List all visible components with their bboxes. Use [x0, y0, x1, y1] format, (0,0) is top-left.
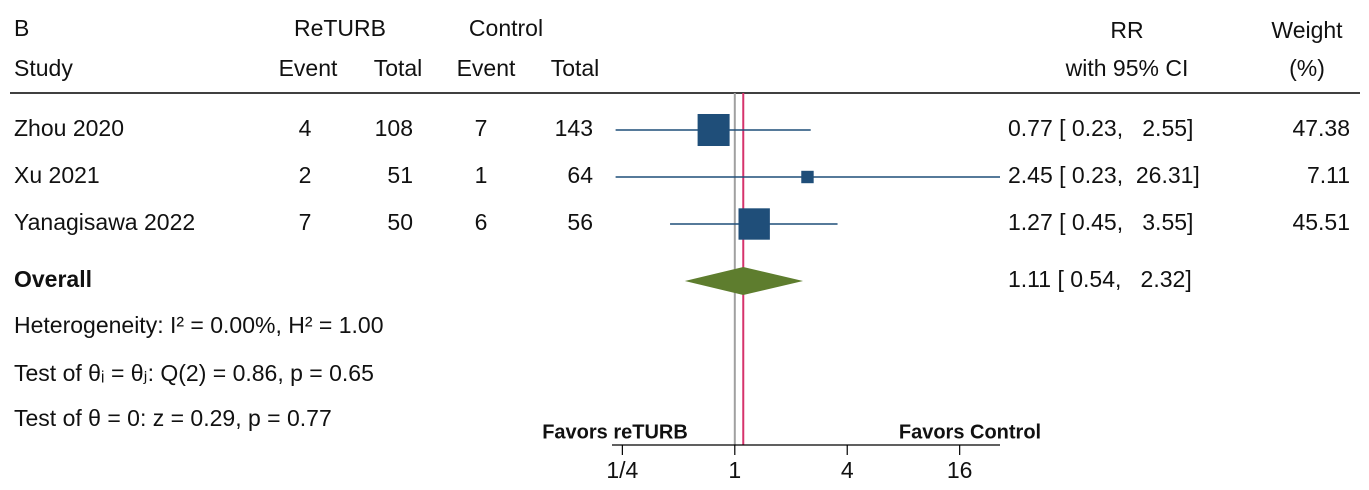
- event-count: 7: [299, 209, 312, 235]
- column-header: Total: [551, 55, 600, 81]
- overall-name: Overall: [14, 266, 92, 292]
- total-count: 51: [387, 162, 413, 188]
- ci-label: 1.11 [ 0.54, 2.32]: [1008, 266, 1192, 292]
- test-effect: Test of θ = 0: z = 0.29, p = 0.77: [14, 405, 332, 431]
- total-count: 64: [567, 162, 593, 188]
- study-square: [738, 208, 770, 240]
- study-name: Xu 2021: [14, 162, 100, 188]
- total-count: 50: [387, 209, 413, 235]
- favors-left: Favors reTURB: [542, 421, 688, 443]
- panel-label: B: [14, 15, 29, 41]
- study-square: [697, 113, 730, 147]
- study-header: Study: [14, 55, 73, 81]
- x-tick-label: 4: [841, 457, 854, 483]
- event-count: 6: [475, 209, 488, 235]
- x-tick-label: 1/4: [606, 457, 638, 483]
- x-tick-label: 1: [728, 457, 741, 483]
- event-count: 2: [299, 162, 312, 188]
- total-count: 108: [375, 115, 413, 141]
- event-count: 7: [475, 115, 488, 141]
- study-name: Yanagisawa 2022: [14, 209, 195, 235]
- column-header: Event: [279, 55, 338, 81]
- test-heterogeneity: Test of θᵢ = θⱼ: Q(2) = 0.86, p = 0.65: [14, 360, 374, 386]
- ci-label: 0.77 [ 0.23, 2.55]: [1008, 115, 1193, 141]
- weight-label: 45.51: [1292, 209, 1350, 235]
- overall-diamond: [684, 267, 804, 295]
- ci-label: 1.27 [ 0.45, 3.55]: [1008, 209, 1193, 235]
- favors-right: Favors Control: [899, 421, 1041, 443]
- group-header: ReTURB: [294, 15, 386, 41]
- event-count: 1: [475, 162, 488, 188]
- effect-subheader: with 95% CI: [1065, 55, 1189, 81]
- weight-label: 47.38: [1292, 115, 1350, 141]
- heterogeneity: Heterogeneity: I² = 0.00%, H² = 1.00: [14, 312, 383, 338]
- total-count: 143: [555, 115, 593, 141]
- weight-header: Weight: [1271, 17, 1343, 43]
- study-square: [801, 170, 814, 184]
- weight-label: 7.11: [1307, 162, 1350, 188]
- weight-subheader: (%): [1289, 55, 1325, 81]
- x-tick-label: 16: [947, 457, 973, 483]
- effect-header: RR: [1110, 17, 1143, 43]
- column-header: Total: [374, 55, 423, 81]
- event-count: 4: [299, 115, 312, 141]
- ci-label: 2.45 [ 0.23, 26.31]: [1008, 162, 1200, 188]
- group-header: Control: [469, 15, 543, 41]
- total-count: 56: [567, 209, 593, 235]
- column-header: Event: [457, 55, 516, 81]
- study-name: Zhou 2020: [14, 115, 124, 141]
